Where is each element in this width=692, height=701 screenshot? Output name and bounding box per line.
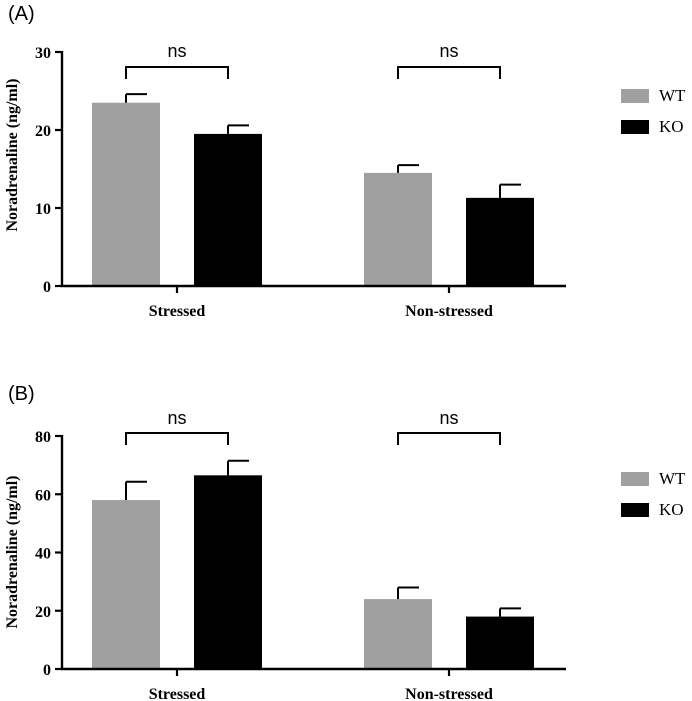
legend-swatch-wt: [621, 89, 649, 103]
panel-b: (B) Noradrenaline (ng/ml) 0 20 40 60 80 Stre…: [4, 383, 686, 701]
y-tick-label: 80: [35, 429, 51, 446]
bar-wt-non-stressed: [364, 172, 432, 286]
bar-wt-stressed: [92, 102, 160, 286]
significance-label: ns: [439, 41, 458, 61]
category-label-non-stressed: Non-stressed: [405, 686, 493, 701]
y-tick-label: 0: [43, 279, 51, 296]
legend-label-ko: KO: [659, 117, 684, 136]
bar-wt-non-stressed: [364, 599, 432, 669]
axes: [60, 435, 566, 676]
legend-swatch-ko: [621, 503, 649, 517]
significance-bracket: [397, 66, 501, 79]
y-tick-label: 0: [43, 662, 51, 679]
significance-label: ns: [439, 408, 458, 428]
category-label-stressed: Stressed: [149, 686, 206, 701]
legend-label-wt: WT: [659, 469, 686, 488]
y-tick-label: 60: [35, 487, 51, 504]
y-tick-label: 20: [35, 123, 51, 140]
panel-label: (A): [8, 3, 35, 25]
y-ticks: 0 10 20 30: [35, 45, 62, 296]
legend-swatch-wt: [621, 472, 649, 486]
y-tick-label: 40: [35, 546, 51, 563]
significance-label: ns: [167, 408, 186, 428]
y-ticks: 0 20 40 60 80: [35, 429, 62, 679]
legend: WT KO: [621, 86, 686, 136]
legend-label-wt: WT: [659, 86, 686, 105]
legend-label-ko: KO: [659, 500, 684, 519]
category-labels: Stressed Non-stressed: [149, 686, 493, 701]
category-label-non-stressed: Non-stressed: [405, 303, 493, 320]
y-tick-label: 30: [35, 45, 51, 62]
legend-swatch-ko: [621, 120, 649, 134]
bar-ko-stressed: [194, 133, 262, 286]
category-labels: Stressed Non-stressed: [149, 303, 493, 320]
y-tick-label: 10: [35, 201, 51, 218]
significance-brackets: ns ns: [125, 41, 501, 79]
significance-bracket: [397, 432, 501, 445]
y-axis-title: Noradrenaline (ng/ml): [4, 78, 21, 231]
bars: [92, 93, 534, 286]
panel-label: (B): [8, 383, 35, 405]
legend: WT KO: [621, 469, 686, 519]
panel-a: (A) Noradrenaline (ng/ml) 0 10 20 30 Stress…: [4, 3, 686, 320]
bar-ko-stressed: [194, 475, 262, 669]
bar-wt-stressed: [92, 500, 160, 669]
significance-bracket: [125, 432, 229, 445]
category-label-stressed: Stressed: [149, 303, 206, 320]
bars: [92, 459, 534, 669]
significance-label: ns: [167, 41, 186, 61]
bar-ko-non-stressed: [466, 197, 534, 286]
significance-bracket: [125, 66, 229, 79]
y-tick-label: 20: [35, 604, 51, 621]
significance-brackets: ns ns: [125, 408, 501, 445]
axes: [60, 51, 566, 293]
bar-ko-non-stressed: [466, 616, 534, 669]
y-axis-title: Noradrenaline (ng/ml): [4, 475, 21, 628]
